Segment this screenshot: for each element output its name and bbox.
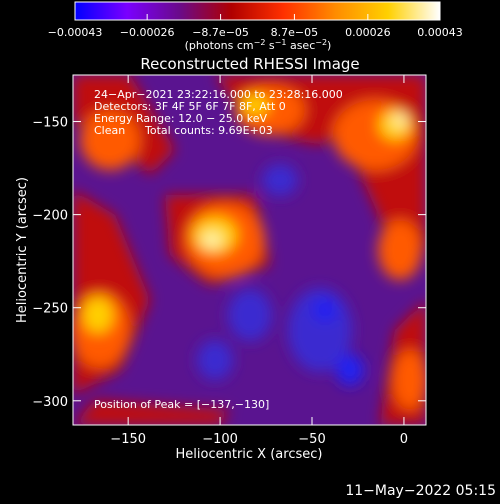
colorbar-tick-label: 0.00043 — [417, 26, 463, 39]
intensity-region — [379, 110, 411, 140]
colorbar-tick-label: 8.7e−05 — [271, 26, 318, 39]
x-axis-label: Heliocentric X (arcsec) — [176, 447, 323, 462]
y-tick-label: −200 — [32, 209, 68, 224]
peak-position-label: Position of Peak = [−137,−130] — [94, 398, 269, 411]
chart-title: Reconstructed RHESSI Image — [140, 55, 359, 73]
intensity-region — [336, 354, 364, 386]
intensity-region — [197, 340, 233, 380]
colorbar-tick-label: −0.00026 — [120, 26, 175, 39]
intensity-region — [83, 297, 113, 333]
colorbar-tick-label: −0.00043 — [48, 26, 103, 39]
y-tick-label: −250 — [32, 302, 68, 317]
plot-area — [73, 75, 426, 425]
intensity-region — [313, 298, 337, 322]
annotation-total-counts: Total counts: 9.69E+03 — [144, 124, 273, 137]
intensity-region — [80, 110, 140, 170]
x-tick-label: −100 — [202, 432, 238, 447]
intensity-region — [228, 289, 272, 341]
annotation-clean: Clean — [94, 124, 125, 137]
colorbar: −0.00043 −0.00026 −8.7e−05 8.7e−05 0.00026 0.… — [48, 1, 463, 52]
y-tick-label: −300 — [32, 395, 68, 410]
colorbar-tick-label: −8.7e−05 — [192, 26, 249, 39]
axis-ticks: −150 −100 −50 0 −150 −200 −250 −300 — [32, 75, 426, 447]
x-tick-label: 0 — [400, 432, 408, 447]
annotation-line: Detectors: 3F 4F 5F 6F 7F 8F, Att 0 — [94, 100, 286, 113]
colorbar-tick-label: 0.00026 — [345, 26, 391, 39]
x-tick-label: −150 — [110, 432, 146, 447]
plot-frame — [72, 74, 427, 426]
footer-timestamp: 11−May−2022 05:15 — [345, 483, 496, 499]
colorbar-units: (photons cm−2 s−1 asec−2) — [185, 38, 332, 52]
colorbar-ticks: −0.00043 −0.00026 −8.7e−05 8.7e−05 0.00026 0.… — [48, 14, 463, 39]
annotations: 24−Apr−2021 23:22:16.000 to 23:28:16.000… — [94, 88, 343, 137]
annotation-line: Energy Range: 12.0 − 25.0 keV — [94, 112, 268, 125]
intensity-region — [378, 220, 422, 280]
intensity-region — [392, 350, 426, 410]
intensity-region — [393, 113, 407, 127]
intensity-region — [73, 400, 230, 425]
y-axis-label: Heliocentric Y (arcsec) — [15, 177, 30, 323]
annotation-line: 24−Apr−2021 23:22:16.000 to 23:28:16.000 — [94, 88, 343, 101]
colorbar-strip — [74, 1, 441, 21]
y-tick-label: −150 — [32, 116, 68, 131]
x-tick-label: −50 — [298, 432, 325, 447]
intensity-region — [241, 95, 269, 115]
intensity-region — [262, 164, 298, 196]
intensity-region — [202, 232, 222, 248]
